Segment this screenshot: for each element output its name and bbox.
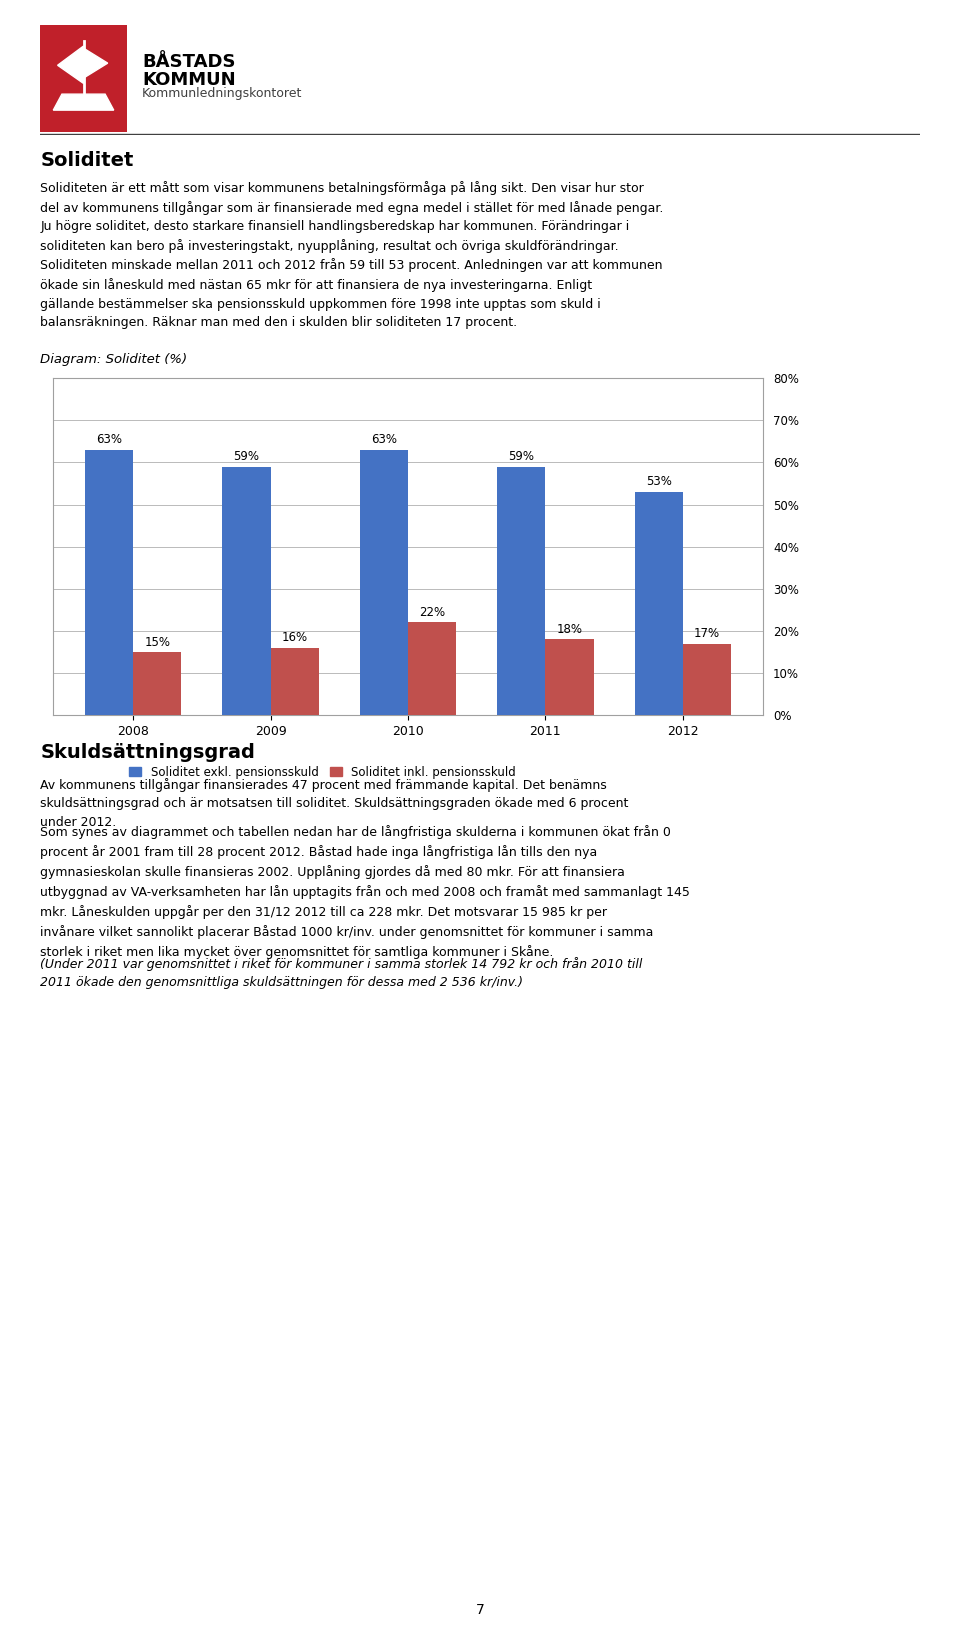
Text: Soliditeten är ett mått som visar kommunens betalningsförmåga på lång sikt. Den : Soliditeten är ett mått som visar kommun… [40,181,663,253]
Text: Soliditet: Soliditet [40,151,133,171]
Polygon shape [84,48,108,77]
Text: KOMMUN: KOMMUN [142,71,236,89]
Text: 17%: 17% [694,626,720,640]
Legend: Soliditet exkl. pensionsskuld, Soliditet inkl. pensionsskuld: Soliditet exkl. pensionsskuld, Soliditet… [125,761,521,784]
Bar [223,467,271,715]
Bar [635,492,683,715]
Bar [545,640,593,715]
Text: 7: 7 [475,1603,485,1618]
Bar [408,623,456,715]
Bar [497,467,545,715]
Text: 63%: 63% [371,434,396,447]
Text: Skuldsättningsgrad: Skuldsättningsgrad [40,743,255,763]
Text: BÅSTADS: BÅSTADS [142,53,235,71]
Bar [133,653,181,715]
Polygon shape [54,94,113,110]
Text: Som synes av diagrammet och tabellen nedan har de långfristiga skulderna i kommu: Som synes av diagrammet och tabellen ned… [40,825,690,958]
Text: (Under 2011 var genomsnittet i riket för kommuner i samma storlek 14 792 kr och : (Under 2011 var genomsnittet i riket för… [40,957,642,990]
Text: 16%: 16% [281,631,308,644]
Polygon shape [58,46,84,84]
Bar [683,643,731,715]
Text: Soliditeten minskade mellan 2011 och 2012 från 59 till 53 procent. Anledningen v: Soliditeten minskade mellan 2011 och 201… [40,258,662,329]
Bar [85,450,133,715]
Text: 53%: 53% [646,475,672,488]
Text: 18%: 18% [557,623,583,636]
Bar [271,648,319,715]
Text: Diagram: Soliditet (%): Diagram: Soliditet (%) [40,353,187,367]
Text: 63%: 63% [96,434,122,447]
Text: Av kommunens tillgångar finansierades 47 procent med främmande kapital. Det benä: Av kommunens tillgångar finansierades 47… [40,778,629,829]
Text: 59%: 59% [509,450,535,464]
Text: Kommunledningskontoret: Kommunledningskontoret [142,87,302,100]
Text: 15%: 15% [144,636,170,649]
Text: 22%: 22% [419,607,445,620]
Bar [360,450,408,715]
Text: 59%: 59% [233,450,259,464]
